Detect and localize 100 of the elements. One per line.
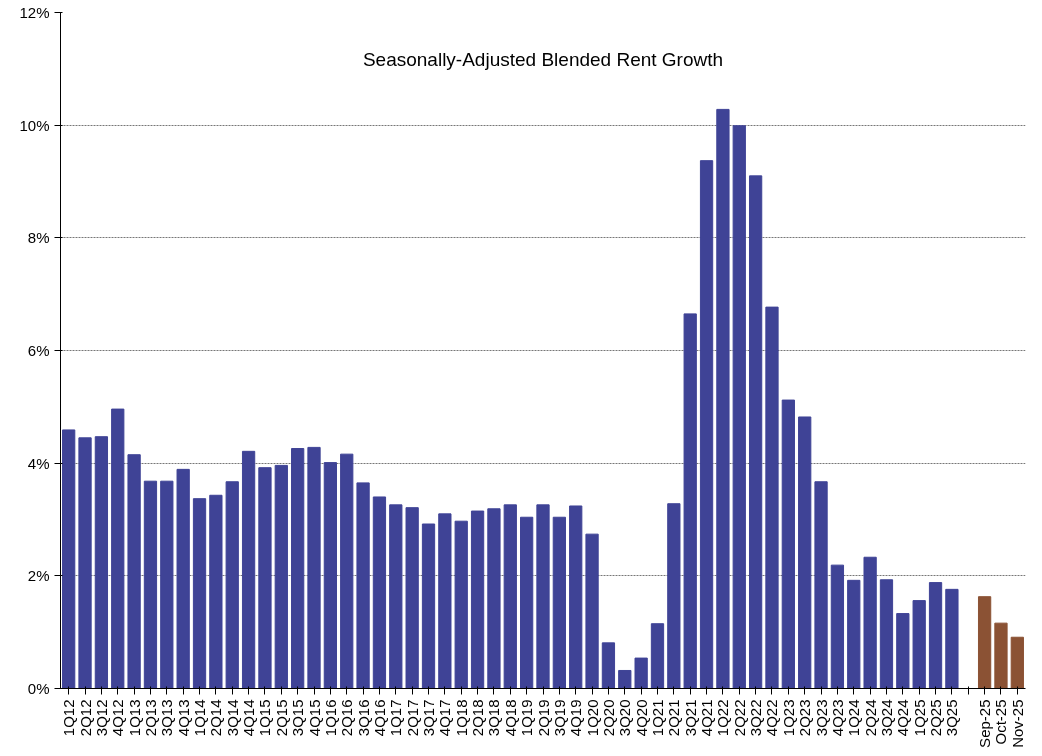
x-tick-label: 4Q17 bbox=[436, 699, 454, 737]
x-tick-label: 2Q16 bbox=[338, 699, 356, 737]
bar bbox=[520, 516, 534, 689]
bar bbox=[143, 480, 158, 689]
bar bbox=[160, 480, 174, 689]
x-tick-label: 4Q12 bbox=[109, 699, 127, 737]
bar bbox=[830, 564, 845, 689]
x-tick-label: 3Q18 bbox=[485, 699, 503, 737]
bar bbox=[994, 622, 1008, 689]
x-tick-label: 4Q20 bbox=[632, 699, 650, 737]
bar bbox=[454, 520, 468, 689]
x-tick-label: 2Q23 bbox=[796, 699, 814, 737]
x-tick-label: 1Q14 bbox=[191, 699, 209, 737]
y-tick-label: 12% bbox=[19, 4, 50, 21]
bar bbox=[78, 437, 92, 689]
x-tick-label: 1Q17 bbox=[387, 699, 405, 737]
x-tick-label: 1Q18 bbox=[452, 699, 470, 737]
bar bbox=[912, 600, 926, 689]
x-tick-label: 1Q19 bbox=[518, 699, 536, 737]
bar bbox=[748, 175, 763, 689]
bar bbox=[487, 508, 501, 689]
x-tick-label: 4Q22 bbox=[763, 699, 781, 737]
x-tick-label: 1Q23 bbox=[779, 699, 797, 737]
bar bbox=[111, 408, 125, 689]
bar bbox=[847, 579, 861, 689]
x-tick-label: 1Q22 bbox=[714, 699, 732, 737]
bar bbox=[356, 482, 370, 689]
bar bbox=[601, 642, 616, 689]
x-tick-label: 3Q23 bbox=[812, 699, 830, 737]
y-tick-label: 2% bbox=[27, 567, 50, 585]
bar bbox=[241, 450, 256, 689]
x-tick-label: 3Q15 bbox=[289, 699, 307, 737]
x-tick-label: 4Q21 bbox=[698, 699, 716, 737]
x-tick-label: 1Q25 bbox=[910, 699, 928, 737]
bar bbox=[340, 453, 354, 689]
x-tick-label: 4Q14 bbox=[240, 699, 258, 737]
bar bbox=[225, 481, 239, 689]
bar bbox=[699, 160, 714, 689]
bar bbox=[863, 556, 877, 689]
x-tick-label: 4Q15 bbox=[305, 699, 323, 737]
x-tick-label: 3Q13 bbox=[158, 699, 176, 737]
bar bbox=[389, 504, 403, 689]
bar bbox=[421, 523, 436, 689]
bar bbox=[62, 429, 76, 689]
bar bbox=[1010, 636, 1024, 689]
text: Seasonally-Adjusted Blended Rent Growth bbox=[362, 49, 724, 71]
bar bbox=[683, 313, 697, 689]
y-tick-label: 8% bbox=[27, 229, 50, 247]
x-tick-label: 1Q15 bbox=[256, 699, 274, 737]
bar bbox=[209, 494, 223, 689]
bar bbox=[470, 510, 485, 689]
x-tick-label: 4Q19 bbox=[567, 699, 585, 737]
bar bbox=[781, 399, 795, 689]
x-tick-label: 2Q21 bbox=[665, 699, 683, 737]
bar bbox=[94, 436, 109, 689]
y-tick-label: 0% bbox=[27, 680, 50, 697]
bar bbox=[192, 498, 207, 689]
x-tick-label: 2Q14 bbox=[207, 699, 225, 737]
bar bbox=[716, 108, 730, 689]
bar bbox=[814, 481, 828, 689]
x-tick-label: 2Q22 bbox=[730, 699, 748, 737]
x-tick-label: 1Q20 bbox=[583, 699, 601, 737]
x-tick-label: 1Q24 bbox=[845, 699, 863, 737]
bar bbox=[977, 596, 992, 689]
bar bbox=[765, 306, 779, 689]
bar bbox=[650, 623, 665, 689]
x-tick-label: Oct-25 bbox=[992, 699, 1010, 745]
x-tick-label: 3Q21 bbox=[681, 699, 699, 737]
bar bbox=[634, 657, 648, 689]
x-tick-label: 3Q20 bbox=[616, 699, 634, 737]
x-tick-label: 2Q15 bbox=[272, 699, 290, 737]
y-tick-label: 6% bbox=[27, 342, 50, 359]
x-tick-label: 4Q18 bbox=[501, 699, 519, 737]
x-tick-label: 3Q17 bbox=[420, 699, 438, 737]
y-tick-label: 10% bbox=[19, 116, 50, 134]
bar bbox=[503, 504, 517, 689]
bar bbox=[405, 507, 419, 689]
x-tick-label: 1Q13 bbox=[125, 699, 143, 737]
bar bbox=[258, 467, 272, 689]
bar bbox=[127, 454, 141, 689]
x-tick-label: 3Q16 bbox=[354, 699, 372, 737]
bar bbox=[291, 448, 305, 689]
x-tick-label: 2Q19 bbox=[534, 699, 552, 737]
bar bbox=[438, 513, 452, 689]
x-tick-label: 4Q24 bbox=[894, 699, 912, 737]
y-tick-label: 4% bbox=[27, 454, 50, 472]
bar bbox=[552, 516, 566, 689]
bar bbox=[585, 533, 599, 689]
bar bbox=[323, 462, 338, 689]
x-tick-label: Sep-25 bbox=[976, 699, 994, 748]
x-tick-label: 3Q14 bbox=[223, 699, 241, 737]
x-tick-label: 2Q24 bbox=[861, 699, 879, 737]
x-tick-label: 3Q22 bbox=[747, 699, 765, 737]
bar bbox=[176, 468, 190, 689]
x-tick-label: 2Q25 bbox=[927, 699, 945, 737]
x-tick-label: 3Q25 bbox=[943, 699, 961, 737]
bar bbox=[667, 503, 681, 689]
bar bbox=[798, 416, 812, 689]
bar bbox=[896, 613, 910, 689]
bar bbox=[372, 496, 387, 689]
